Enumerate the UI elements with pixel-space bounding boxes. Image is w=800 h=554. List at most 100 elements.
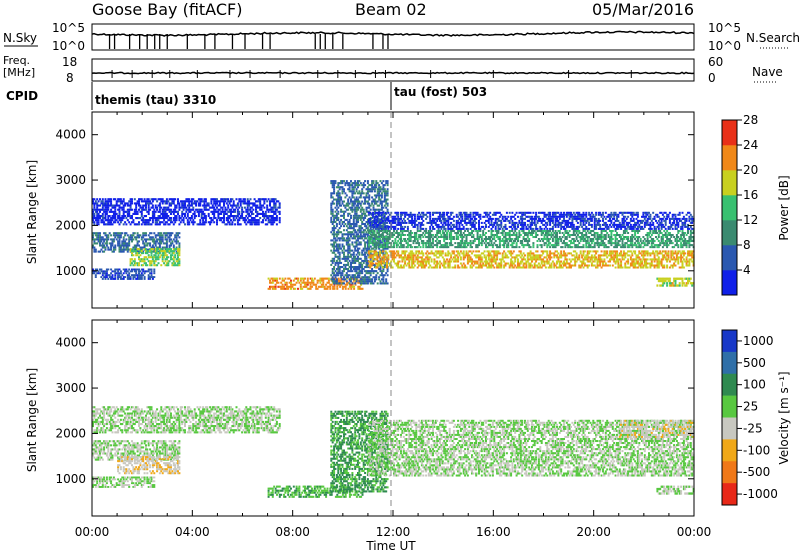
heatmap-cell [348,282,351,285]
heatmap-cell [334,276,337,279]
heatmap-cell [110,198,113,201]
heatmap-cell [199,223,202,226]
heatmap-cell [344,196,347,199]
heatmap-cell [422,246,425,249]
heatmap-cell [262,219,264,222]
heatmap-cell [422,232,425,235]
heatmap-cell [110,210,113,213]
heatmap-cell [416,262,419,265]
heatmap-cell [149,208,152,211]
heatmap-cell [327,279,330,282]
heatmap-cell [581,256,584,259]
heatmap-cell [361,227,364,230]
heatmap-cell [97,272,100,275]
heatmap-cell [104,278,107,280]
heatmap-cell [105,274,108,277]
heatmap-cell [330,194,333,197]
heatmap-cell [112,250,115,253]
heatmap-cell [117,270,120,273]
heatmap-cell [629,250,632,253]
heatmap-cell [347,287,350,290]
heatmap-cell [223,200,225,203]
heatmap-cell [375,270,378,273]
heatmap-cell [131,254,133,257]
heatmap-cell [344,210,347,213]
heatmap-cell [213,208,216,211]
heatmap-cell [124,248,127,251]
heatmap-cell [140,246,143,249]
heatmap-cell [114,234,117,237]
heatmap-cell [512,262,515,265]
heatmap-cell [539,264,542,267]
heatmap-cell [105,219,108,222]
heatmap-cell [241,206,244,209]
heatmap-cell [210,219,213,222]
heatmap-cell [104,238,107,241]
heatmap-cell [642,256,645,259]
heatmap-cell [171,252,174,255]
heatmap-cell [274,285,277,288]
heatmap-cell [154,221,157,224]
heatmap-cell [498,246,501,249]
heatmap-cell [333,268,336,271]
heatmap-cell [563,260,565,263]
heatmap-cell [462,236,465,239]
heatmap-cell [145,256,147,259]
heatmap-cell [405,250,408,253]
heatmap-cell [373,188,376,191]
heatmap-cell [232,219,235,222]
heatmap-cell [381,250,384,253]
heatmap-cell [330,249,333,252]
heatmap-cell [361,270,364,273]
heatmap-cell [343,270,345,273]
heatmap-cell [512,266,515,269]
heatmap-cell [223,210,225,213]
heatmap-cell [164,248,167,251]
heatmap-cell [450,260,453,263]
heatmap-cell [151,212,154,215]
heatmap-cell [447,254,450,257]
heatmap-cell [361,263,364,266]
heatmap-cell [600,258,603,261]
heatmap-cell [110,202,113,205]
heatmap-cell [133,250,136,253]
heatmap-cell [124,240,127,243]
heatmap-cell [250,219,253,222]
heatmap-cell [145,219,147,222]
heatmap-cell [464,256,467,259]
heatmap-cell [508,266,511,269]
heatmap-cell [135,206,138,209]
heatmap-cell [385,280,388,283]
heatmap-cell [151,204,154,207]
heatmap-cell [143,238,146,241]
heatmap-cell [216,221,218,224]
heatmap-cell [386,262,388,265]
heatmap-cell [362,182,365,185]
heatmap-cell [376,254,379,257]
heatmap-cell [171,250,174,253]
heatmap-cell [146,221,149,224]
heatmap-cell [145,238,147,241]
heatmap-cell [126,210,129,213]
heatmap-cell [376,230,379,233]
heatmap-cell [478,240,480,243]
heatmap-cell [150,274,153,277]
heatmap-cell [479,262,482,265]
heatmap-cell [352,190,355,193]
heatmap-cell [409,234,412,237]
heatmap-cell [99,268,101,271]
heatmap-cell [107,206,110,209]
heatmap-cell [111,219,114,222]
heatmap-cell [503,260,506,263]
heatmap-cell [230,208,232,211]
heatmap-cell [114,274,117,277]
heatmap-cell [359,225,362,228]
heatmap-cell [381,240,384,243]
heatmap-cell [202,217,205,220]
heatmap-cell [228,202,231,205]
heatmap-cell [156,256,159,259]
heatmap-cell [157,254,160,257]
heatmap-cell [402,244,405,247]
heatmap-cell [143,262,146,265]
heatmap-cell [380,194,383,197]
